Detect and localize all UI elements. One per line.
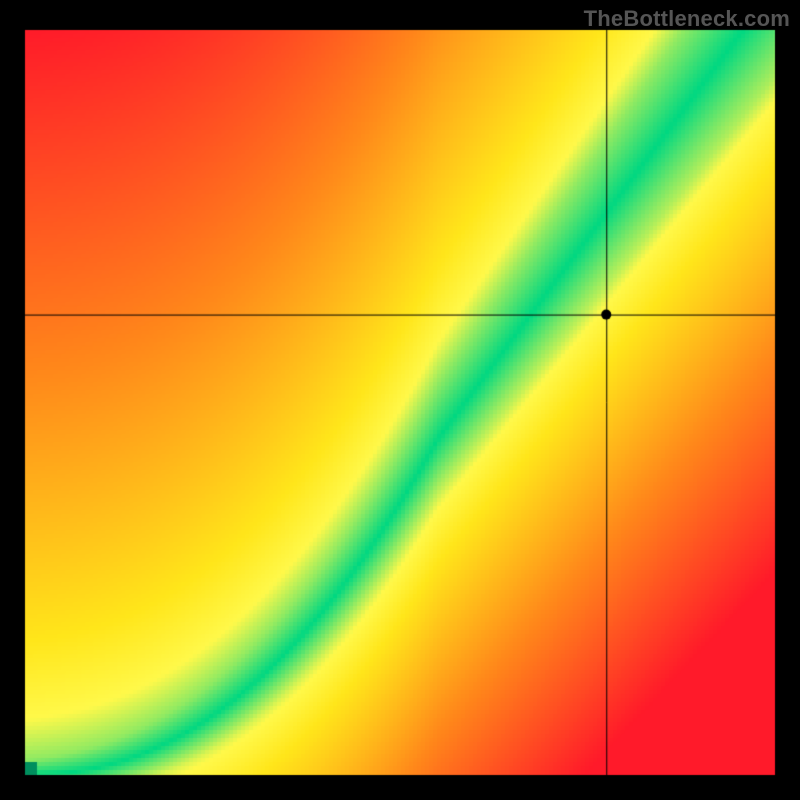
watermark-text: TheBottleneck.com (584, 6, 790, 32)
bottleneck-heatmap-canvas (0, 0, 800, 800)
